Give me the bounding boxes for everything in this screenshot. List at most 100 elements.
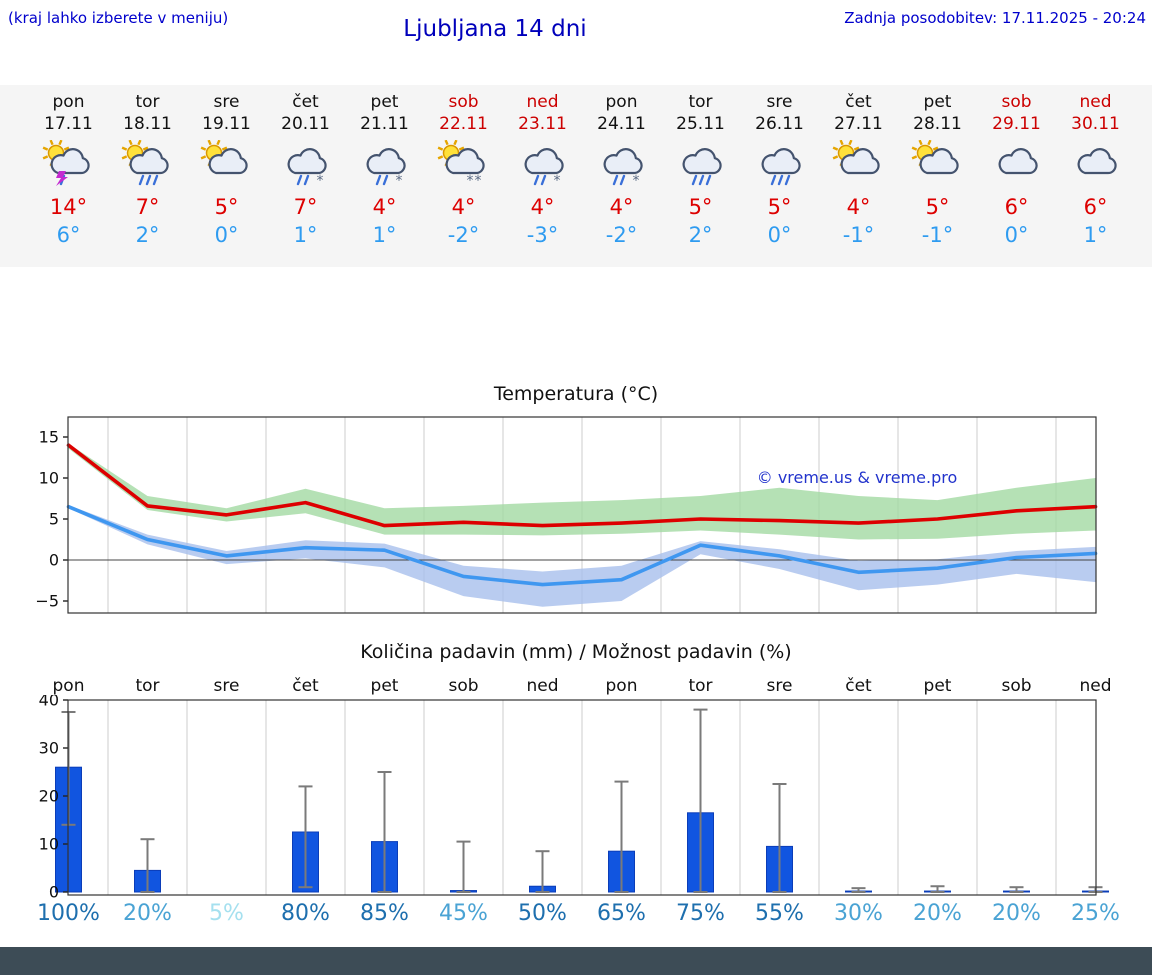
svg-text:*: * <box>395 173 402 188</box>
temp-max: 5° <box>925 195 950 219</box>
temp-min: 1° <box>293 223 318 247</box>
temp-max: 5° <box>688 195 713 219</box>
precip-probability: 20% <box>992 901 1041 926</box>
svg-text:20: 20 <box>39 787 59 806</box>
page-title: Ljubljana 14 dni <box>403 16 587 42</box>
precip-probability: 75% <box>676 901 725 926</box>
temp-min: -2° <box>447 223 480 247</box>
precip-day-label: sob <box>448 676 479 696</box>
day-date: 26.11 <box>755 114 804 134</box>
day-date: 21.11 <box>360 114 409 134</box>
day-name: tor <box>135 92 160 112</box>
weather-icon-wrap <box>661 135 740 193</box>
precip-probability: 55% <box>755 901 804 926</box>
day-column: tor 18.11 7° 2° <box>108 85 187 249</box>
day-date: 20.11 <box>281 114 330 134</box>
watermark: © vreme.us & vreme.pro <box>757 468 958 487</box>
svg-text:*: * <box>632 173 639 188</box>
day-column: tor 25.11 5° 2° <box>661 85 740 249</box>
temp-min: -3° <box>526 223 559 247</box>
svg-text:10: 10 <box>39 469 59 488</box>
day-date: 19.11 <box>202 114 251 134</box>
weather-icon <box>121 140 169 186</box>
weather-icon: * <box>603 148 643 188</box>
day-column: sre 19.11 5° 0° <box>187 85 266 249</box>
svg-text:0: 0 <box>49 551 59 570</box>
weather-icon-wrap: * * <box>424 135 503 193</box>
weather-icon-wrap: * <box>345 135 424 193</box>
precip-day-label: tor <box>135 676 160 696</box>
svg-text:15: 15 <box>39 428 59 447</box>
weather-icon-wrap <box>740 135 819 193</box>
weather-icon-wrap <box>108 135 187 193</box>
temp-min: 1° <box>1083 223 1108 247</box>
footer-bar <box>0 947 1152 975</box>
day-column: ned 23.11 * 4° -3° <box>503 85 582 249</box>
temperature-chart-title: Temperatura (°C) <box>493 383 659 405</box>
temp-min: 1° <box>372 223 397 247</box>
precip-probability: 20% <box>913 901 962 926</box>
precip-day-label: pet <box>923 676 952 696</box>
day-name: sre <box>766 92 793 112</box>
temp-max: 4° <box>372 195 397 219</box>
temp-max: 7° <box>293 195 318 219</box>
day-date: 28.11 <box>913 114 962 134</box>
weather-icon: * <box>366 148 406 188</box>
precip-probability: 20% <box>123 901 172 926</box>
day-date: 22.11 <box>439 114 488 134</box>
day-column: pon 17.11 14° 6° <box>29 85 108 249</box>
weather-icon-wrap <box>819 135 898 193</box>
temp-max: 4° <box>530 195 555 219</box>
svg-text:5: 5 <box>49 510 59 529</box>
weather-icon <box>998 148 1038 175</box>
precipitation-chart: 0 10 20 30 40 <box>39 695 1109 902</box>
day-name: čet <box>845 92 872 112</box>
day-column: čet 20.11 * 7° 1° <box>266 85 345 249</box>
day-column: pet 21.11 * 4° 1° <box>345 85 424 249</box>
day-name: sre <box>213 92 240 112</box>
day-column: pet 28.11 5° -1° <box>898 85 977 249</box>
temp-max: 7° <box>135 195 160 219</box>
temp-min: 2° <box>135 223 160 247</box>
temp-max: 14° <box>49 195 88 219</box>
svg-text:−5: −5 <box>35 592 59 611</box>
day-name: pon <box>605 92 638 112</box>
svg-text:*: * <box>553 173 560 188</box>
weather-icon <box>761 148 801 186</box>
weather-icon: * <box>287 148 327 188</box>
temp-min: 6° <box>56 223 81 247</box>
precip-day-label: sre <box>213 676 240 696</box>
precip-probability: 45% <box>439 901 488 926</box>
temp-min: 0° <box>214 223 239 247</box>
precip-day-label: ned <box>1079 676 1112 696</box>
precip-day-label: sob <box>1001 676 1032 696</box>
day-date: 29.11 <box>992 114 1041 134</box>
precip-day-label: pon <box>605 676 638 696</box>
menu-note: (kraj lahko izberete v meniju) <box>8 9 229 27</box>
temp-max: 6° <box>1083 195 1108 219</box>
svg-text:*: * <box>316 173 323 188</box>
temp-min: -2° <box>605 223 638 247</box>
precip-probability: 85% <box>360 901 409 926</box>
weather-icon-wrap <box>187 135 266 193</box>
precip-probability: 50% <box>518 901 567 926</box>
day-name: sob <box>1001 92 1032 112</box>
day-strip: pon 17.11 14° 6° tor 18.11 7° 2° sre 19.11 5° 0° čet… <box>0 85 1152 267</box>
day-name: ned <box>526 92 559 112</box>
temp-max: 4° <box>609 195 634 219</box>
weather-icon <box>1077 148 1117 175</box>
temp-min: -1° <box>921 223 954 247</box>
precip-probability: 5% <box>209 901 244 926</box>
precip-probability: 30% <box>834 901 883 926</box>
svg-text:40: 40 <box>39 695 59 710</box>
precip-probability: 100% <box>37 901 100 926</box>
temp-min: 0° <box>1004 223 1029 247</box>
precip-day-label: čet <box>292 676 319 696</box>
day-name: tor <box>688 92 713 112</box>
weather-icon: ** <box>437 140 485 188</box>
precip-day-label: čet <box>845 676 872 696</box>
precipitation-chart-title: Količina padavin (mm) / Možnost padavin … <box>360 641 792 663</box>
svg-text:10: 10 <box>39 835 59 854</box>
day-date: 23.11 <box>518 114 567 134</box>
weather-icon-wrap: * <box>503 135 582 193</box>
